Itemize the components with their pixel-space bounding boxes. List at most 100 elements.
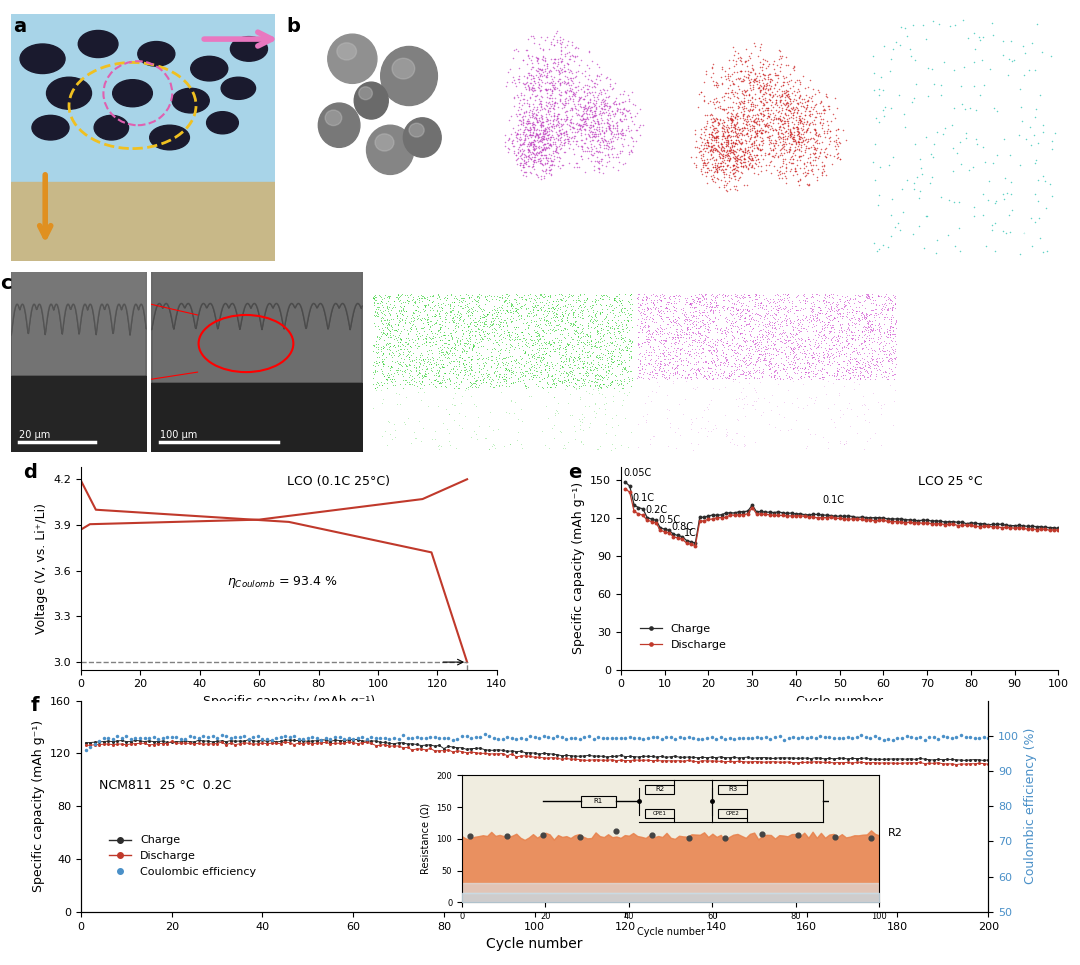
Point: [772, 334, 789, 349]
Point: [637, 312, 654, 327]
Point: [524, 368, 541, 383]
Point: [605, 109, 622, 124]
Point: [705, 140, 723, 155]
Point: [827, 302, 845, 317]
Point: [462, 362, 480, 377]
Point: [866, 301, 883, 317]
Point: [792, 302, 809, 317]
Point: [495, 318, 512, 334]
Point: [388, 362, 405, 377]
Point: [578, 139, 595, 154]
Point: [508, 78, 525, 94]
Point: [536, 131, 553, 147]
Point: [741, 77, 758, 93]
Point: [589, 326, 606, 342]
Point: [758, 331, 775, 346]
Point: [588, 305, 605, 320]
Point: [873, 329, 890, 345]
Point: [592, 95, 609, 110]
Point: [729, 70, 746, 86]
Point: [581, 94, 598, 109]
Point: [423, 364, 441, 379]
Point: [612, 124, 630, 139]
Point: [675, 330, 692, 345]
Point: [701, 129, 718, 145]
Point: [807, 337, 824, 352]
Point: [808, 287, 825, 302]
Point: [483, 316, 500, 331]
Point: [696, 320, 713, 336]
Point: [752, 299, 769, 315]
Point: [565, 370, 582, 385]
Point: [787, 298, 805, 314]
Point: [440, 349, 457, 365]
Point: [879, 329, 896, 345]
Point: [784, 105, 801, 121]
Charge: [941, 754, 954, 765]
Point: [495, 315, 512, 330]
Point: [747, 384, 765, 400]
Point: [787, 163, 805, 179]
Point: [770, 326, 787, 342]
Point: [543, 90, 561, 105]
Point: [713, 163, 730, 179]
Point: [727, 359, 744, 374]
Point: [1031, 231, 1049, 246]
Point: [609, 320, 626, 336]
Point: [777, 96, 794, 112]
Point: [838, 334, 855, 349]
Point: [687, 333, 704, 348]
Point: [841, 360, 859, 375]
Point: [686, 332, 703, 347]
Point: [528, 53, 545, 69]
Point: [731, 123, 748, 138]
Point: [550, 332, 567, 347]
Point: [554, 308, 571, 323]
Point: [813, 134, 831, 150]
Point: [403, 435, 420, 451]
Point: [604, 302, 621, 317]
Point: [630, 329, 647, 345]
Point: [706, 320, 724, 336]
Point: [540, 347, 557, 363]
Point: [710, 171, 727, 186]
Point: [748, 128, 766, 144]
Point: [584, 305, 602, 320]
Point: [738, 116, 755, 131]
Point: [541, 379, 558, 395]
Point: [845, 343, 862, 358]
Point: [732, 155, 750, 171]
Point: [714, 128, 731, 144]
Point: [860, 315, 877, 330]
Point: [882, 292, 900, 308]
Point: [595, 370, 612, 385]
Point: [621, 344, 638, 359]
Point: [598, 301, 616, 317]
Point: [532, 118, 550, 133]
Point: [699, 134, 716, 150]
Point: [793, 143, 810, 158]
Point: [753, 143, 770, 158]
Point: [737, 142, 754, 157]
Point: [589, 91, 606, 106]
Point: [620, 372, 637, 387]
Point: [576, 372, 593, 387]
Point: [860, 308, 877, 323]
Point: [807, 141, 824, 156]
Point: [756, 92, 773, 107]
Point: [806, 141, 823, 156]
Point: [773, 317, 791, 333]
Point: [751, 346, 768, 362]
Point: [815, 350, 833, 366]
Point: [555, 58, 572, 73]
Point: [805, 355, 822, 371]
Point: [746, 124, 764, 140]
Point: [880, 336, 897, 351]
Point: [525, 308, 542, 323]
Point: [512, 132, 529, 148]
Point: [604, 335, 621, 350]
Point: [457, 359, 474, 374]
Point: [686, 317, 703, 333]
Point: [469, 290, 486, 305]
Point: [537, 363, 554, 378]
